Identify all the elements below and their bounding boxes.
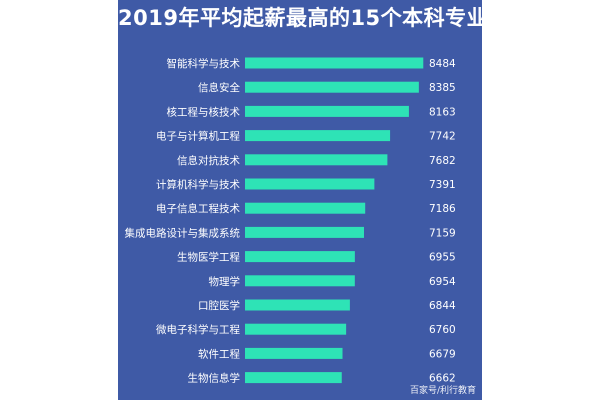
bar	[245, 154, 388, 166]
value-label: 7159	[429, 227, 456, 239]
category-label: 核工程与核技术	[167, 105, 241, 118]
category-label: 智能科学与技术	[167, 57, 241, 70]
value-label: 7682	[429, 155, 456, 167]
category-label: 信息对抗技术	[177, 154, 240, 167]
bar	[245, 81, 419, 93]
bar	[245, 226, 364, 238]
category-label: 物理学	[209, 275, 241, 288]
value-label: 8484	[429, 58, 456, 70]
value-label: 8385	[429, 82, 456, 94]
category-label: 口腔医学	[198, 299, 240, 312]
value-label: 6662	[429, 373, 456, 385]
category-label: 软件工程	[198, 347, 240, 360]
bar	[245, 299, 350, 311]
category-label: 电子与计算机工程	[156, 130, 240, 143]
category-label: 生物信息学	[188, 372, 241, 385]
value-label: 7186	[429, 203, 456, 215]
category-label: 计算机科学与技术	[156, 178, 240, 191]
category-label: 微电子科学与工程	[156, 323, 240, 336]
bar	[245, 372, 342, 384]
bar-chart: 智能科学与技术 8484 信息安全 8385 核工程与核技术 8163 电子与计算机工程 77…	[125, 57, 457, 385]
category-label: 生物医学工程	[177, 251, 240, 264]
watermark: 百家号/利行教育	[409, 386, 476, 396]
value-label: 7391	[429, 179, 456, 191]
category-label: 电子信息工程技术	[156, 202, 240, 215]
chart-panel: 2019年平均起薪最高的15个本科专业 智能科学与技术 8484 信息安全 8385 核…	[118, 0, 482, 400]
value-label: 6955	[429, 252, 456, 264]
category-label: 信息安全	[198, 81, 240, 94]
bar	[245, 178, 375, 190]
value-label: 6679	[429, 348, 456, 360]
category-label: 集成电路设计与集成系统	[125, 226, 241, 239]
value-label: 8163	[429, 106, 456, 118]
bar	[245, 105, 409, 117]
bar	[245, 202, 366, 214]
chart-title: 2019年平均起薪最高的15个本科专业	[118, 6, 482, 30]
value-label: 6844	[429, 300, 456, 312]
value-label: 6954	[429, 276, 456, 288]
bar	[245, 323, 347, 335]
bar	[245, 275, 355, 287]
value-label: 7742	[429, 131, 456, 143]
bar	[245, 347, 343, 359]
bar	[245, 130, 391, 142]
bar	[245, 251, 355, 263]
bar	[245, 57, 424, 69]
value-label: 6760	[429, 324, 456, 336]
